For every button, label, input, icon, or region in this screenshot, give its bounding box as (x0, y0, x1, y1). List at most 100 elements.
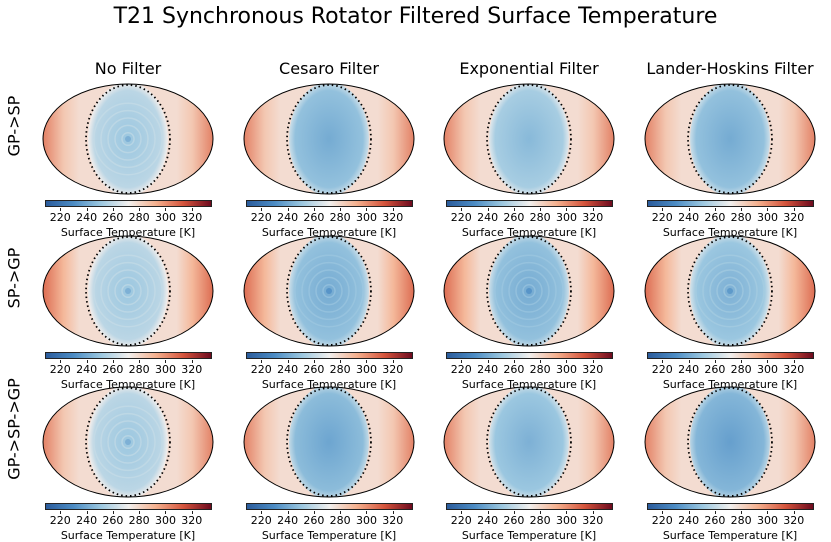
map-outline (42, 83, 214, 195)
dayside-field (289, 84, 369, 194)
ringing-artifact (114, 427, 142, 457)
map-panel (443, 386, 615, 498)
colorbar-tick-label: 240 (477, 211, 499, 224)
colorbar-tick-mark (313, 208, 315, 211)
ringing-artifact (695, 254, 765, 328)
ringing-artifact (508, 269, 550, 313)
map-outline (243, 235, 415, 347)
colorbar-label: Surface Temperature [K] (261, 378, 397, 391)
colorbar (445, 200, 613, 207)
colorbar-tick-label: 280 (529, 363, 551, 376)
colorbar-tick-mark (566, 511, 568, 514)
ringing-artifact (716, 276, 744, 306)
map-panel (42, 83, 214, 195)
colorbar-tick-label: 240 (76, 211, 98, 224)
colorbar-tick-mark (513, 360, 515, 363)
colorbar-label: Surface Temperature [K] (662, 378, 798, 391)
column-title: Lander-Hoskins Filter (646, 59, 814, 78)
map-outline (644, 83, 816, 195)
colorbar-tick-mark (513, 511, 515, 514)
colorbar-tick-mark (714, 511, 716, 514)
ringing-artifact (723, 283, 737, 299)
colorbar-label: Surface Temperature [K] (60, 378, 196, 391)
colorbar-tick-mark (540, 360, 542, 363)
colorbar-tick-mark (461, 208, 463, 211)
terminator-line (85, 387, 171, 497)
map-panel (443, 235, 615, 347)
colorbar-ticks: 220 240 260 280 300 320 (647, 208, 814, 225)
colorbar-tick-mark (366, 208, 368, 211)
colorbar-tick-label: 220 (49, 211, 71, 224)
map-outline (644, 386, 816, 498)
colorbar (245, 352, 413, 359)
colorbar-tick-label: 320 (783, 211, 805, 224)
colorbar-ticks: 220 240 260 280 300 320 (246, 511, 413, 528)
colorbar-tick-label: 280 (730, 211, 752, 224)
figure-title: T21 Synchronous Rotator Filtered Surface… (113, 4, 718, 29)
colorbar-tick-label: 320 (382, 211, 404, 224)
colorbar-tick-label: 220 (250, 363, 272, 376)
colorbar-label: Surface Temperature [K] (60, 226, 196, 239)
colorbar-ticks: 220 240 260 280 300 320 (246, 360, 413, 377)
colorbar-tick-mark (165, 360, 167, 363)
colorbar (44, 503, 212, 510)
colorbar-tick-mark (287, 208, 289, 211)
map-outline (243, 83, 415, 195)
colorbar-ticks: 220 240 260 280 300 320 (246, 208, 413, 225)
map-outline (443, 235, 615, 347)
colorbar-tick-mark (566, 360, 568, 363)
terminator-line (286, 236, 372, 346)
terminator-line (286, 84, 372, 194)
colorbar-tick-label: 320 (582, 363, 604, 376)
colorbar-tick-mark (592, 208, 594, 211)
map-outline (243, 386, 415, 498)
colorbar-tick-mark (540, 208, 542, 211)
ringing-artifact (702, 261, 758, 321)
ringing-artifact (121, 131, 135, 147)
map-panel (42, 386, 214, 498)
colorbar-tick-label: 220 (651, 211, 673, 224)
colorbar-tick-mark (487, 511, 489, 514)
colorbar-tick-mark (287, 360, 289, 363)
colorbar-tick-label: 300 (154, 363, 176, 376)
column-title: No Filter (94, 59, 162, 78)
colorbar-tick-mark (165, 208, 167, 211)
colorbar-label: Surface Temperature [K] (662, 226, 798, 239)
substellar-point (526, 288, 532, 294)
colorbar-tick-mark (139, 511, 141, 514)
colorbar-tick-mark (313, 360, 315, 363)
colorbar-label: Surface Temperature [K] (261, 529, 397, 542)
dayside-field (489, 84, 569, 194)
colorbar-tick-mark (793, 511, 795, 514)
colorbar-label: Surface Temperature [K] (261, 226, 397, 239)
colorbar-tick-mark (261, 208, 263, 211)
colorbar-tick-label: 300 (154, 211, 176, 224)
map-outline (644, 235, 816, 347)
column-title: Exponential Filter (459, 59, 599, 78)
terminator-line (85, 236, 171, 346)
row-label: SP->GP (4, 247, 24, 309)
colorbar-tick-label: 240 (277, 211, 299, 224)
colorbar-tick-mark (714, 360, 716, 363)
colorbar-tick-label: 320 (783, 363, 805, 376)
colorbar-tick-mark (662, 208, 664, 211)
colorbar (646, 503, 814, 510)
terminator-line (687, 84, 773, 194)
colorbar-label: Surface Temperature [K] (461, 226, 597, 239)
colorbar-ticks: 220 240 260 280 300 320 (446, 511, 613, 528)
ringing-artifact (121, 434, 135, 450)
row-label: GP->SP->GP (4, 378, 24, 480)
colorbar (646, 352, 814, 359)
colorbar-ticks: 220 240 260 280 300 320 (446, 360, 613, 377)
colorbar-tick-mark (60, 511, 62, 514)
colorbar (245, 200, 413, 207)
colorbar-tick-mark (112, 208, 114, 211)
colorbar-tick-mark (741, 208, 743, 211)
colorbar-tick-label: 260 (102, 363, 124, 376)
map-outline (42, 386, 214, 498)
colorbar-label: Surface Temperature [K] (461, 378, 597, 391)
colorbar-tick-label: 280 (329, 363, 351, 376)
colorbar-ticks: 220 240 260 280 300 320 (446, 208, 613, 225)
colorbar-tick-mark (662, 360, 664, 363)
ringing-artifact (93, 102, 163, 176)
